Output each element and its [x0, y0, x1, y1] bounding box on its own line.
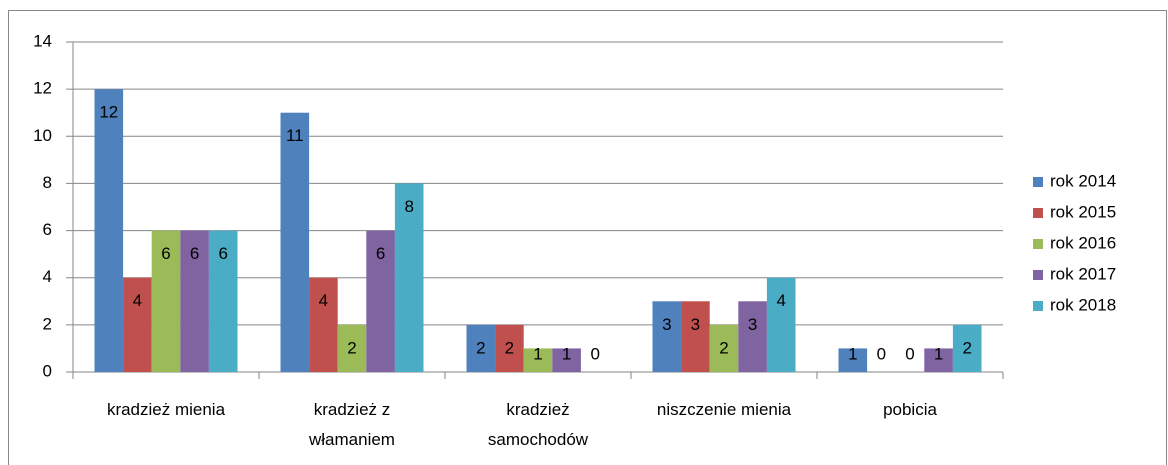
data-label: 4	[776, 291, 785, 310]
bar	[952, 324, 982, 372]
legend-label: rok 2017	[1050, 264, 1116, 283]
chart-border	[8, 10, 1167, 465]
bar	[394, 183, 424, 372]
data-label: 0	[590, 344, 599, 363]
bar	[709, 324, 739, 372]
data-label: 6	[376, 244, 385, 263]
y-tick-label: 2	[43, 314, 52, 333]
data-label: 3	[748, 315, 757, 334]
bar	[466, 324, 496, 372]
y-tick-label: 10	[33, 126, 52, 145]
bar	[366, 230, 395, 372]
bar	[309, 277, 338, 372]
legend-swatch	[1033, 239, 1043, 249]
x-tick-label: kradzież samochodów	[487, 400, 589, 449]
data-label: 2	[347, 338, 356, 357]
legend-swatch	[1033, 177, 1043, 187]
legend-label: rok 2014	[1050, 171, 1116, 190]
bar	[180, 230, 209, 372]
x-tick-label: pobicia	[883, 400, 937, 419]
bar	[838, 348, 868, 372]
x-tick-label: kradzież z włamaniem	[309, 400, 395, 449]
y-tick-label: 6	[43, 220, 52, 239]
legend-label: rok 2018	[1050, 295, 1116, 314]
bar	[924, 348, 953, 372]
bar	[94, 89, 124, 373]
x-tick-label: kradzież mienia	[106, 400, 226, 419]
legend-swatch	[1033, 270, 1043, 280]
bar	[337, 324, 367, 372]
y-tick-label: 0	[43, 361, 52, 380]
y-tick-label: 8	[43, 173, 52, 192]
y-tick-label: 14	[33, 31, 52, 50]
bar	[123, 277, 152, 372]
data-label: 1	[562, 344, 571, 363]
legend-swatch	[1033, 301, 1043, 311]
data-label: 1	[848, 344, 857, 363]
y-tick-label: 12	[33, 79, 52, 98]
data-label: 6	[190, 244, 199, 263]
data-label: 0	[877, 344, 886, 363]
x-tick-label: niszczenie mienia	[656, 400, 792, 419]
bar	[208, 230, 238, 372]
bar	[151, 230, 181, 372]
data-label: 0	[905, 344, 914, 363]
data-label: 2	[719, 338, 728, 357]
bar	[681, 301, 710, 372]
bar	[766, 277, 796, 372]
data-label: 1	[934, 344, 943, 363]
data-label: 1	[533, 344, 542, 363]
data-label: 3	[691, 315, 700, 334]
data-label: 4	[319, 291, 328, 310]
data-label: 12	[99, 103, 118, 122]
bar	[495, 324, 524, 372]
legend-label: rok 2015	[1050, 202, 1116, 221]
data-label: 3	[662, 315, 671, 334]
bar	[280, 112, 310, 372]
y-tick-label: 4	[43, 267, 52, 286]
data-label: 6	[161, 244, 170, 263]
bar	[652, 301, 682, 372]
bar	[523, 348, 553, 372]
data-label: 11	[286, 126, 304, 145]
data-label: 2	[962, 338, 971, 357]
data-label: 2	[505, 338, 514, 357]
data-label: 4	[133, 291, 142, 310]
legend-label: rok 2016	[1050, 233, 1116, 252]
legend-swatch	[1033, 208, 1043, 218]
bar	[552, 348, 581, 372]
data-label: 8	[404, 197, 413, 216]
data-label: 6	[218, 244, 227, 263]
data-label: 2	[476, 338, 485, 357]
bar	[738, 301, 767, 372]
